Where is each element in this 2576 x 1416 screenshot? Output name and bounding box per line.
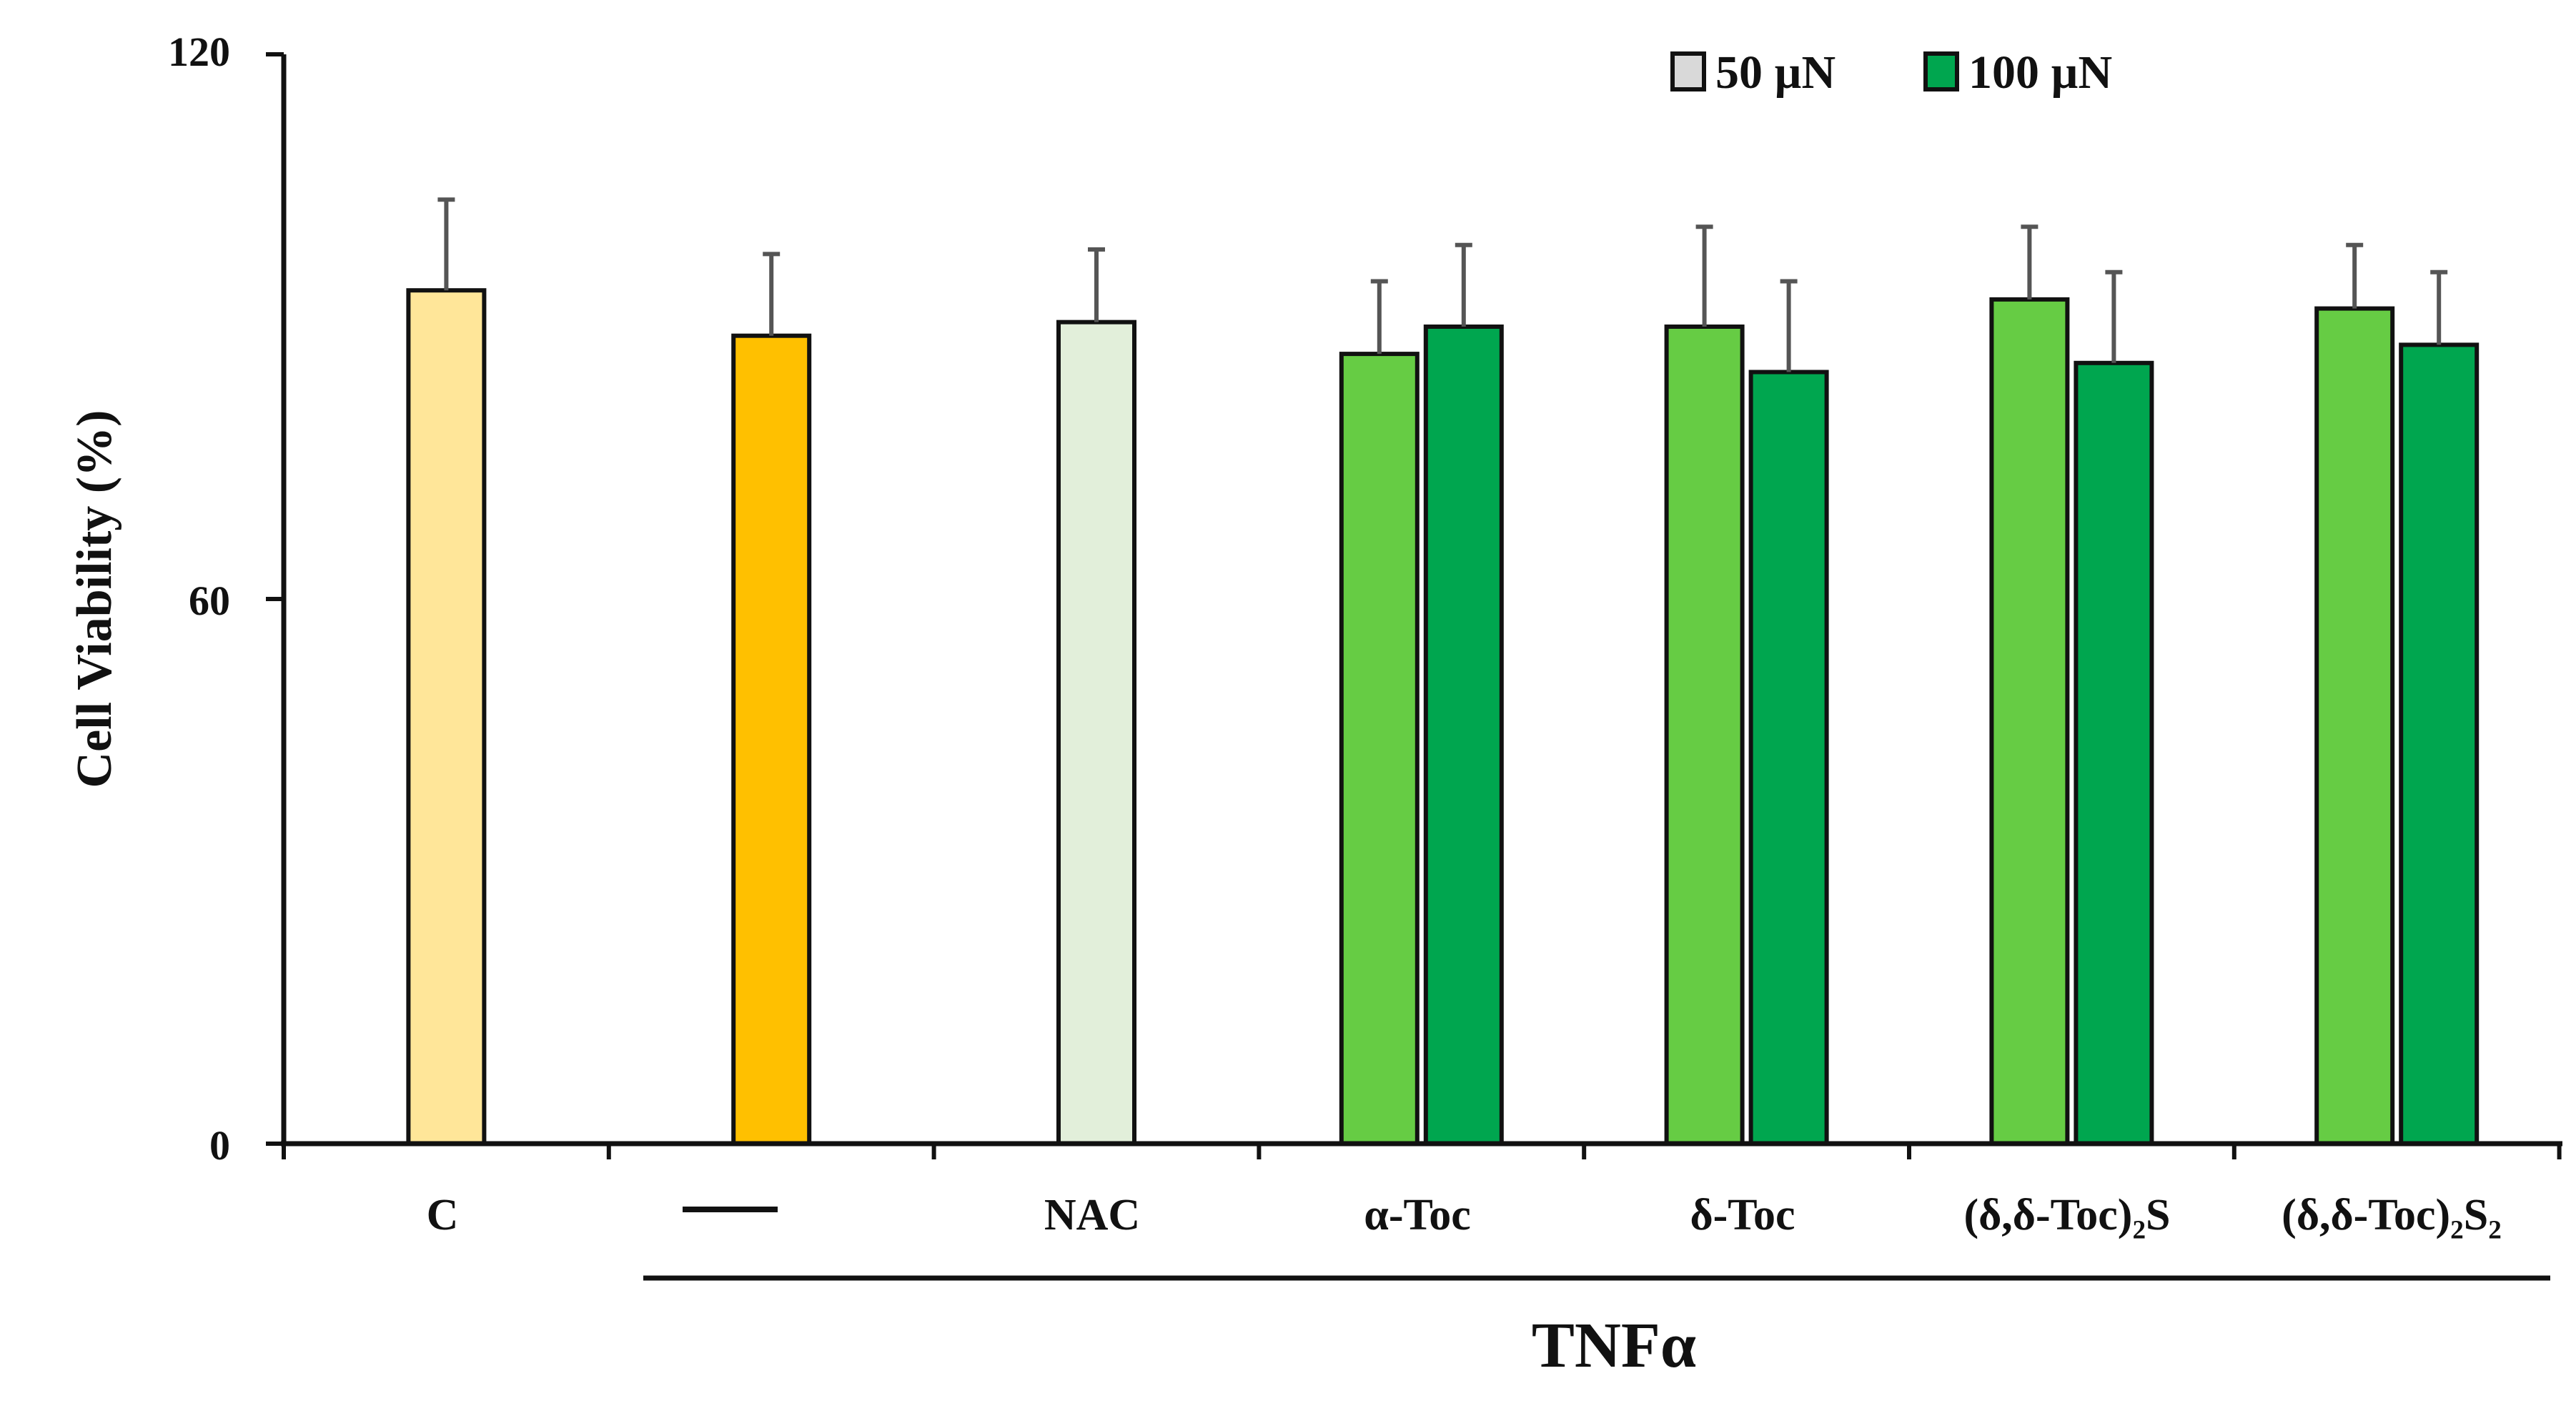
bars-layer [406,288,2480,1147]
legend-label-50: 50 µN [1715,46,1836,99]
error-bars-layer [437,197,2448,372]
bar-toc-100-n [1748,370,1829,1146]
legend-swatch-50 [1670,51,1706,91]
x-tick-label-dimer-s2: (δ,δ-Toc)₂S₂ [2282,1191,2502,1239]
tnf-group-label: TNFα [1532,1310,1696,1381]
bar-toc-s-50-n [2314,306,2395,1147]
x-tick-marks [282,1144,2562,1159]
x-tick-label-delta-toc: δ-Toc [1690,1191,1795,1239]
y-axis-title: Cell Viability (%) [67,410,122,788]
bar-toc-100-n [1423,325,1504,1146]
y-tick-label-120: 120 [168,29,230,75]
legend-swatch-100 [1923,51,1959,91]
legend-label-100: 100 µN [1968,46,2112,99]
y-tick-marks [266,52,284,1146]
bar-toc-50-n [1664,325,1745,1146]
y-tick-label-60: 60 [189,578,230,624]
x-tick-label-alpha-toc: α-Toc [1364,1191,1470,1239]
bar-toc-s-100-n [2399,342,2480,1146]
x-tick-label-c: C [427,1191,459,1239]
bar-toc-s-100-n [2074,360,2154,1146]
x-tick-label-dimer-s: (δ,δ-Toc)₂S [1963,1191,2170,1239]
y-tick-label-0: 0 [209,1122,230,1169]
x-tick-label-nac: NAC [1044,1191,1140,1239]
bar-nac-nac [1056,320,1136,1146]
legend: 50 µN 100 µN [1670,46,2112,99]
bar-toc-s-50-n [1989,297,2070,1146]
bar-item-tnf [731,333,812,1147]
bar-c-control [406,288,487,1147]
bar-toc-50-n [1339,352,1420,1147]
